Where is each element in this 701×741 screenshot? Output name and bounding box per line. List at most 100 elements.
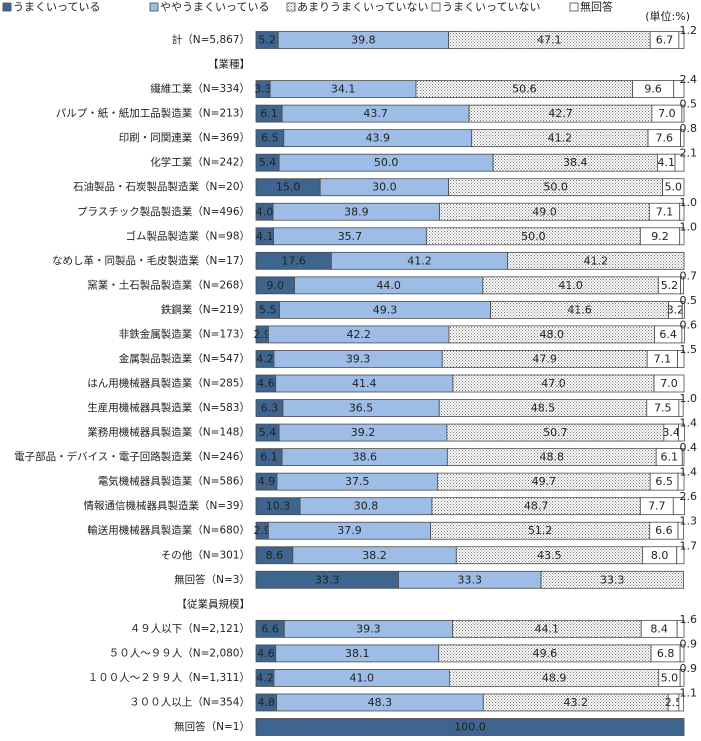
bar-segment	[678, 693, 684, 712]
category-label: 情報通信機械器具製造業（N=39）	[83, 499, 250, 512]
category-label: 印刷・同関連業（N=369）	[119, 131, 250, 144]
category-label: 窯業・土石製品製造業（N=268）	[87, 278, 250, 291]
bar-segment	[676, 546, 685, 565]
value-label: 39.2	[351, 426, 376, 439]
bar-segment	[678, 399, 684, 417]
value-label: 49.3	[373, 303, 398, 316]
bar-segment	[662, 178, 685, 197]
value-label: 7.1	[654, 352, 672, 365]
value-label: 41.2	[548, 132, 573, 145]
value-label: 37.9	[337, 524, 362, 537]
category-label: 無回答（N=1）	[174, 720, 250, 733]
value-label: 51.2	[528, 524, 553, 537]
bar-segment	[681, 448, 685, 467]
bar-segment	[673, 80, 685, 98]
value-label: 33.3	[315, 573, 340, 586]
bar-segment	[677, 521, 684, 540]
value-label: 42.2	[346, 328, 371, 341]
category-label: 繊維工業（N=334）	[150, 82, 250, 95]
value-label: 50.7	[543, 426, 568, 439]
value-label: 41.2	[407, 254, 432, 267]
value-label: 39.3	[356, 622, 381, 635]
category-label: 電気機械器具製造業（N=586）	[98, 475, 250, 488]
legend-label: うまくいっていない	[442, 1, 540, 14]
value-label: 6.8	[657, 647, 675, 660]
value-label: 4.1	[657, 156, 675, 169]
value-label: 5.2	[661, 279, 679, 292]
value-label: 6.5	[261, 132, 279, 145]
value-label: 1.0	[680, 392, 698, 405]
category-label: 無回答（N=3）	[174, 573, 250, 586]
value-label: 43.2	[563, 696, 588, 709]
bar-segment	[681, 300, 685, 319]
value-label: 5.0	[665, 181, 683, 194]
value-label: 7.6	[656, 132, 674, 145]
legend-label: あまりうまくいっていない	[297, 1, 428, 14]
value-label: 1.5	[680, 343, 698, 356]
value-label: 2.9	[253, 524, 271, 537]
value-label: 6.6	[261, 622, 279, 635]
category-label: プラスチック製品製造業（N=496）	[77, 205, 250, 218]
legend-label: ややうまくいっている	[160, 1, 269, 14]
value-label: 42.7	[548, 107, 573, 120]
value-label: 38.9	[344, 205, 369, 218]
value-label: 50.0	[374, 156, 399, 169]
value-label: 41.6	[567, 303, 592, 316]
value-label: 6.4	[659, 328, 677, 341]
bar-segment	[679, 644, 685, 663]
category-label: 【従業員規模】	[177, 597, 251, 610]
value-label: 41.4	[352, 377, 377, 390]
category-label: ５０人～９９人（N=2,080）	[109, 647, 250, 659]
value-label: 7.5	[654, 402, 672, 415]
category-label: パルプ・紙・紙加工品製造業（N=213）	[56, 107, 250, 120]
legend-swatch	[431, 2, 441, 12]
bar-segment	[672, 497, 685, 516]
value-label: 48.9	[542, 671, 567, 684]
value-label: 48.7	[524, 500, 549, 513]
value-label: 1.0	[680, 196, 698, 209]
category-label: 輸送用機械器具製造業（N=680）	[87, 524, 250, 537]
value-label: 4.0	[256, 205, 274, 218]
bar-segment	[507, 251, 685, 270]
legend-swatch	[2, 2, 12, 12]
legend-label: うまくいっている	[13, 1, 100, 14]
value-label: 6.1	[260, 451, 278, 464]
value-label: 47.0	[541, 377, 566, 390]
value-label: 30.0	[372, 181, 397, 194]
value-label: 44.1	[535, 622, 560, 635]
category-label: 石油製品・石炭製品製造業（N=20）	[73, 180, 250, 193]
value-label: 4.6	[257, 647, 275, 660]
value-label: 8.4	[650, 622, 668, 635]
category-label: 【業種】	[208, 58, 250, 71]
category-label: １００人～２９９人（N=1,311）	[88, 672, 250, 684]
bar-segment	[677, 350, 685, 368]
bar-segment	[674, 153, 685, 172]
value-label: 35.7	[338, 230, 363, 243]
value-label: 49.0	[532, 205, 557, 218]
category-label: 非鉄金属製造業（N=173）	[119, 327, 250, 340]
value-label: 33.3	[600, 573, 625, 586]
bar-segment	[678, 423, 685, 442]
value-label: 38.6	[352, 451, 377, 464]
value-label: 1.3	[680, 515, 698, 528]
value-label: 1.6	[680, 613, 698, 626]
value-label: 6.5	[655, 475, 673, 488]
value-label: 2.4	[680, 73, 698, 86]
value-label: 1.1	[680, 686, 698, 699]
value-label: 43.9	[366, 132, 391, 145]
bar-segment	[678, 31, 685, 49]
value-label: 47.9	[532, 352, 557, 365]
value-label: 9.0	[267, 279, 285, 292]
value-label: 2.5	[665, 696, 683, 709]
value-label: 36.5	[349, 402, 374, 415]
value-label: 43.5	[537, 549, 562, 562]
value-label: 17.6	[281, 254, 306, 267]
bar-segment	[681, 325, 685, 344]
value-label: 41.0	[349, 671, 374, 684]
bar-segment	[255, 718, 685, 736]
value-label: 3.3	[254, 83, 272, 96]
value-label: 49.6	[533, 647, 558, 660]
value-label: 38.4	[563, 156, 588, 169]
bar-segment	[681, 104, 685, 123]
